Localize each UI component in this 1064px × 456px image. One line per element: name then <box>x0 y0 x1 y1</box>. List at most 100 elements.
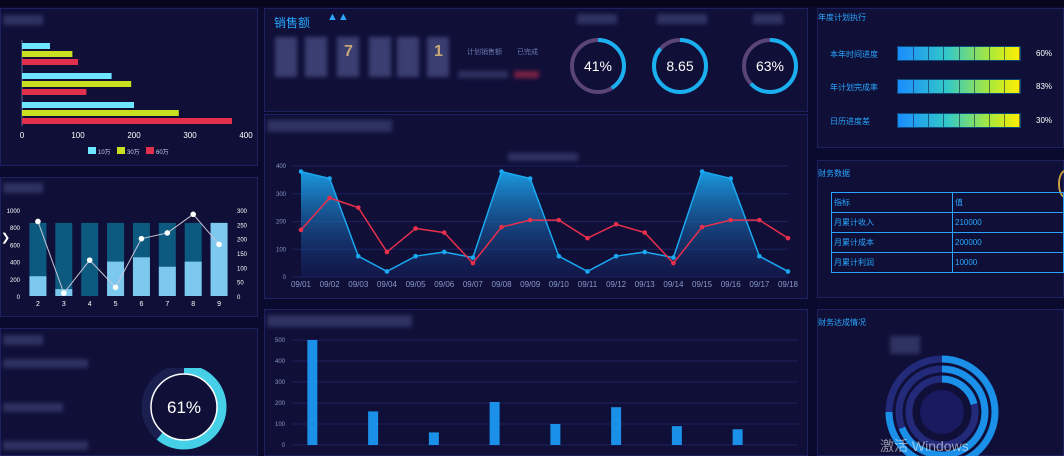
bar-value <box>132 257 150 296</box>
line-point <box>642 249 648 255</box>
panel-title <box>3 183 43 193</box>
table-cell: 210000 <box>952 212 1064 233</box>
x-tick-label: 7 <box>165 301 169 308</box>
progress-segment <box>958 114 960 127</box>
x-tick-label: 09/07 <box>463 280 484 289</box>
y-tick-label: 0 <box>283 275 287 281</box>
progress-segment <box>928 114 930 127</box>
line-point <box>499 224 504 230</box>
progress-segment <box>988 47 990 60</box>
line-point <box>470 260 476 266</box>
plan-sales-label: 计划销售额 <box>467 49 502 56</box>
y-tick-label: 500 <box>275 338 286 344</box>
line-point <box>499 169 504 174</box>
line-point <box>112 284 119 291</box>
progress-segment <box>1003 80 1005 93</box>
legend-swatch <box>146 147 154 154</box>
line-point <box>613 221 619 227</box>
line-point <box>642 230 648 235</box>
bar <box>22 73 112 79</box>
area-line-chart: 0 100 200 300 400 09/01 09/02 09/03 09/04 09/05 09… <box>276 164 799 289</box>
x-tick-label: 09/03 <box>348 280 369 289</box>
bar-value <box>184 261 202 296</box>
finance-table: 指标 值 月累计收入 210000 月累计成本 200000 月累计利润 100… <box>831 192 1064 273</box>
gauge-value: 41% <box>584 58 612 74</box>
table-row: 月累计收入 210000 <box>831 212 1064 233</box>
chart-icon[interactable]: ▲▲ <box>327 11 349 23</box>
y-tick-label: 200 <box>276 220 287 226</box>
achievement-legend <box>890 336 920 354</box>
completed-label: 已完成 <box>517 49 538 56</box>
legend-swatch <box>117 147 125 154</box>
line-point <box>728 176 734 181</box>
x-tick-label: 09/13 <box>635 280 656 289</box>
x-tick-label: 09/15 <box>692 280 713 289</box>
digit-box <box>397 37 419 77</box>
plan-sales-value <box>458 71 508 78</box>
bar <box>611 407 622 445</box>
donut-progress: 61% <box>141 368 227 450</box>
gauge-value: 63% <box>756 58 784 74</box>
series-line <box>300 170 789 273</box>
x-tick-label: 09/06 <box>434 280 455 289</box>
annual-row-value: 30% <box>1036 116 1053 125</box>
expand-arrow-icon[interactable]: ❯ <box>1 232 11 244</box>
x-tick-label: 5 <box>114 301 118 308</box>
line-point <box>556 217 562 223</box>
x-tick-label: 09/12 <box>606 280 627 289</box>
line-point <box>527 217 533 223</box>
bar <box>22 51 73 57</box>
legend-swatch <box>88 147 96 154</box>
donut-value: 61% <box>167 398 201 417</box>
legend-item <box>3 359 88 368</box>
digit-box <box>337 37 359 77</box>
table-header: 值 <box>952 192 1064 213</box>
line-point <box>470 255 476 260</box>
bar <box>22 89 87 95</box>
annual-row-label: 本年时间进度 <box>830 50 878 59</box>
x-tick-label: 300 <box>183 131 197 140</box>
y-right-tick: 0 <box>237 295 241 301</box>
y-left-tick: 600 <box>10 243 21 249</box>
digit-box <box>369 37 391 77</box>
line-point <box>298 227 304 233</box>
y-right-tick: 100 <box>237 266 248 272</box>
table-cell: 月累计利润 <box>831 252 953 273</box>
bar <box>22 81 132 87</box>
line-point <box>384 249 390 255</box>
annual-row-value: 83% <box>1036 82 1053 91</box>
x-tick-label: 8 <box>191 301 195 308</box>
top-bar <box>0 0 1064 7</box>
progress-segment <box>1003 47 1005 60</box>
x-tick-label: 09/17 <box>749 280 770 289</box>
progress-segment <box>988 80 990 93</box>
table-cell: 200000 <box>952 232 1064 253</box>
line-point <box>138 235 145 242</box>
x-tick-label: 09/08 <box>492 280 513 289</box>
line-point <box>757 217 762 223</box>
progress-bar <box>897 113 1021 128</box>
x-tick-label: 100 <box>71 131 85 140</box>
progress-segment <box>913 114 915 127</box>
y-tick-label: 300 <box>276 192 287 198</box>
progress-segment <box>958 47 960 60</box>
line-point <box>671 255 676 260</box>
line-point <box>728 217 734 223</box>
progress-segment <box>913 47 915 60</box>
x-tick-label: 400 <box>239 131 253 140</box>
progress-segment <box>1003 114 1005 127</box>
y-left-tick: 1000 <box>7 209 21 215</box>
x-tick-label: 09/01 <box>291 280 312 289</box>
line-point <box>216 241 222 248</box>
line-point <box>413 253 418 259</box>
gauge-1: 41% <box>570 38 626 94</box>
y-left-tick: 200 <box>10 278 21 284</box>
gauge-title <box>657 14 707 24</box>
progress-segment <box>1019 47 1021 60</box>
combo-bar-line-chart: 0 200 400 600 800 1000 0 50 100 150 200 250 300 2 3 4 5 6… <box>7 209 248 308</box>
line-point <box>556 253 562 259</box>
line-point <box>441 230 447 235</box>
line-point <box>527 176 533 181</box>
progress-segment <box>943 114 945 127</box>
y-right-tick: 250 <box>237 223 248 229</box>
